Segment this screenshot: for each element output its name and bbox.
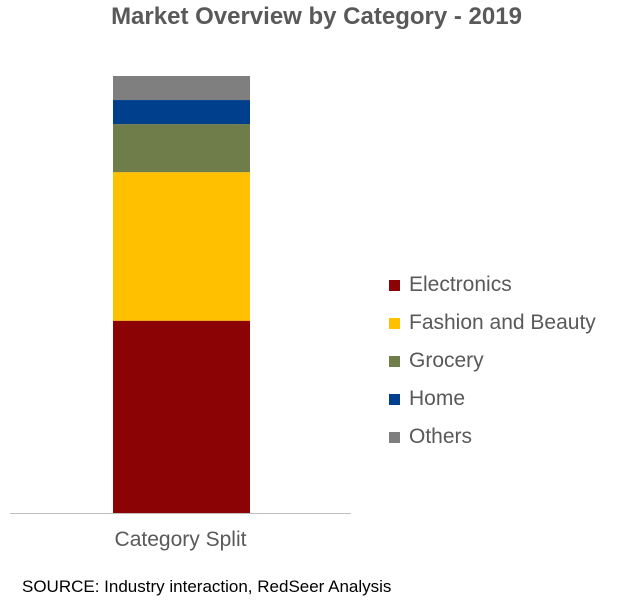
legend-item-home: Home — [389, 380, 596, 418]
legend-swatch-electronics — [389, 279, 400, 291]
legend-label-others: Others — [409, 425, 473, 448]
bar-segment-others — [113, 76, 250, 101]
bar-segment-fashion-and-beauty — [113, 172, 250, 321]
legend-label-fashion-and-beauty: Fashion and Beauty — [409, 311, 596, 334]
legend-item-fashion-and-beauty: Fashion and Beauty — [389, 304, 596, 342]
legend-swatch-others — [389, 431, 400, 443]
legend-swatch-fashion-and-beauty — [389, 317, 400, 329]
bar-segment-electronics — [113, 320, 250, 513]
legend-label-electronics: Electronics — [409, 273, 512, 296]
legend-item-grocery: Grocery — [389, 342, 596, 380]
legend-swatch-home — [389, 393, 400, 405]
legend-swatch-grocery — [389, 355, 400, 367]
chart-title: Market Overview by Category - 2019 — [111, 3, 522, 30]
bar-segment-grocery — [113, 124, 250, 173]
stacked-bar — [113, 76, 250, 513]
legend: Electronics Fashion and Beauty Grocery H… — [389, 266, 596, 456]
legend-label-grocery: Grocery — [409, 349, 484, 372]
legend-label-home: Home — [409, 387, 466, 410]
bar-segment-home — [113, 100, 250, 125]
legend-item-others: Others — [389, 418, 596, 456]
x-tick-label-category-split: Category Split — [114, 528, 247, 551]
legend-item-electronics: Electronics — [389, 266, 596, 304]
source-note: SOURCE: Industry interaction, RedSeer An… — [22, 577, 392, 596]
